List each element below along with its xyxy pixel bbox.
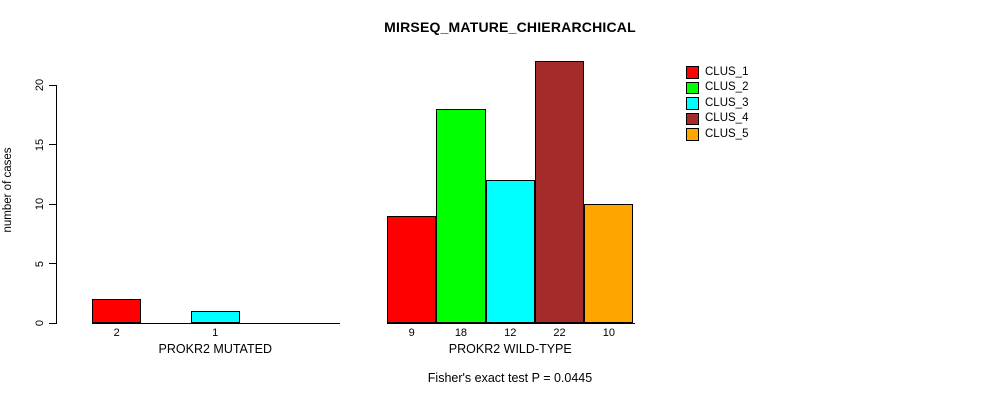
legend-swatch-clus-3	[686, 97, 699, 110]
y-axis-tick	[49, 322, 56, 324]
bar-clus-5-group2	[584, 204, 634, 323]
bar-value-label: 9	[408, 327, 415, 339]
x-axis-line	[387, 323, 635, 324]
y-axis-tick	[49, 144, 56, 145]
y-axis-tick	[49, 203, 56, 205]
legend-swatch-clus-4	[686, 112, 699, 126]
x-axis-group-label: PROKR2 MUTATED	[158, 342, 272, 356]
legend-label-clus-2: CLUS_2	[705, 81, 749, 94]
y-axis-tick	[49, 84, 56, 86]
legend-label-clus-4: CLUS_4	[705, 112, 749, 125]
y-tick-label: 10	[34, 197, 46, 211]
legend-label-clus-1: CLUS_1	[705, 65, 749, 78]
bar-value-label: 1	[212, 327, 219, 339]
legend-label-clus-3: CLUS_3	[705, 96, 749, 109]
legend-label-clus-5: CLUS_5	[705, 127, 749, 140]
x-axis-line	[92, 323, 340, 324]
legend-swatch-clus-5	[686, 128, 699, 141]
bar-clus-1-group1	[92, 299, 142, 323]
legend-swatch-clus-2	[686, 81, 699, 95]
bar-clus-3-group2	[485, 180, 535, 323]
bar-value-label: 12	[504, 327, 517, 339]
y-axis-label: number of cases	[2, 147, 14, 233]
y-axis-tick	[49, 263, 56, 264]
bar-value-label: 22	[553, 327, 566, 339]
bar-value-label: 10	[602, 327, 615, 339]
bar-clus-3-group1	[190, 311, 240, 323]
y-tick-label: 5	[34, 260, 46, 267]
x-axis-group-label: PROKR2 WILD-TYPE	[448, 342, 572, 356]
bar-value-label: 18	[454, 327, 468, 339]
legend-swatch-clus-1	[686, 66, 699, 79]
fisher-test-annotation: Fisher's exact test P = 0.0445	[427, 371, 593, 385]
y-tick-label: 0	[34, 319, 46, 327]
y-axis-line	[56, 85, 57, 324]
y-tick-label: 20	[34, 78, 46, 92]
bar-clus-4-group2	[534, 61, 585, 323]
bar-value-label: 2	[113, 327, 120, 339]
bar-clus-1-group2	[387, 215, 437, 323]
y-tick-label: 15	[34, 138, 46, 151]
bar-clus-2-group2	[436, 108, 486, 323]
chart-title: MIRSEQ_MATURE_CHIERARCHICAL	[384, 19, 636, 35]
